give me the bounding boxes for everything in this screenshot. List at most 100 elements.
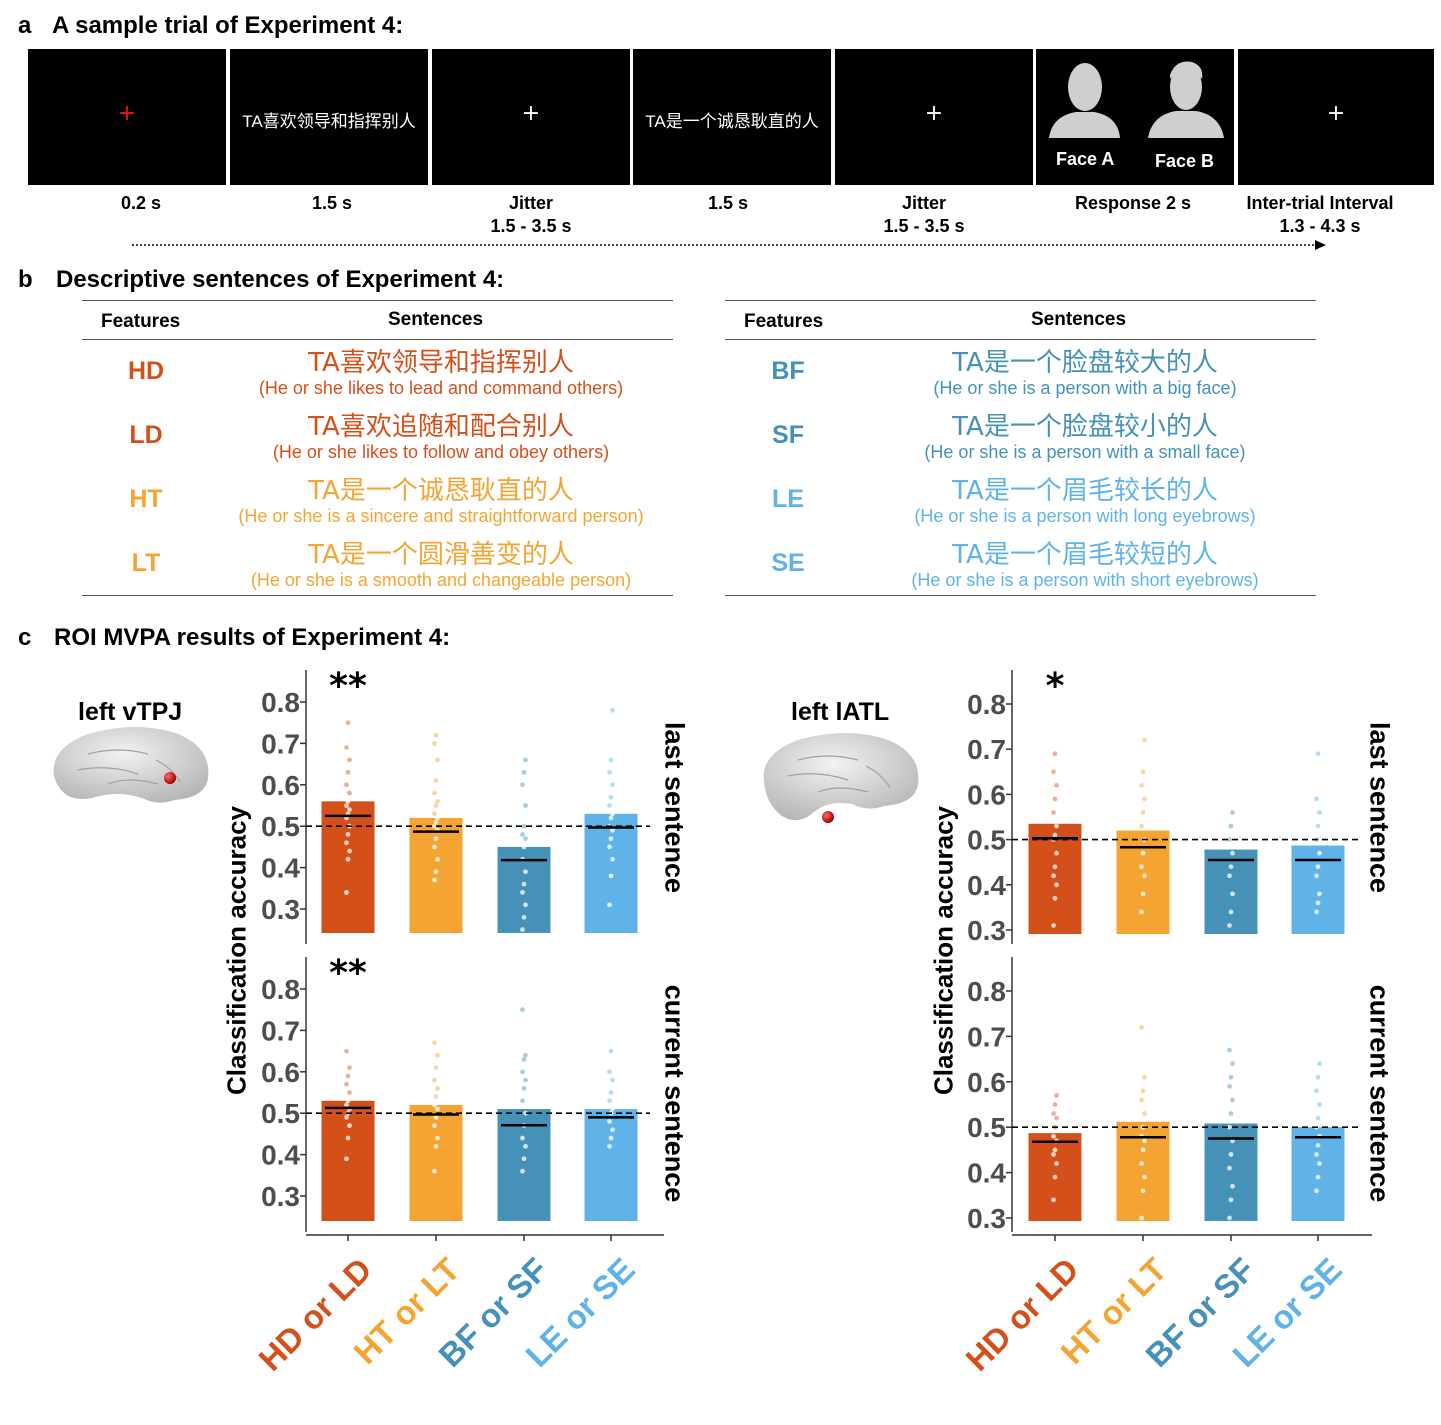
data-point (1139, 1024, 1144, 1030)
feature-code: HT (129, 485, 163, 513)
roi-label-vtpj: left vTPJ (78, 698, 183, 726)
y-tick-label: 0.5 (967, 1112, 1006, 1143)
trial-frame-2: TA喜欢领导和指挥别人 (230, 49, 428, 185)
table-rule (82, 595, 673, 596)
trial-frame-4: TA是一个诚恳耿直的人 (633, 49, 831, 185)
panel-c-letter: c (18, 624, 32, 651)
y-tick-label: 0.3 (967, 915, 1006, 946)
stimulus-sentence: TA喜欢领导和指挥别人 (242, 112, 416, 131)
data-point (1142, 1111, 1147, 1116)
data-point (607, 844, 612, 850)
data-point (1230, 1061, 1235, 1067)
table-rule (725, 595, 1316, 596)
data-point (1228, 1197, 1234, 1203)
face-silhouettes (1049, 61, 1224, 138)
timing-label: 0.2 s (120, 193, 162, 213)
data-point (433, 836, 439, 842)
data-point (1051, 1111, 1056, 1116)
data-point (1140, 769, 1146, 775)
feature-code: HD (127, 357, 165, 385)
data-point (1317, 1102, 1322, 1107)
data-point (1140, 1147, 1146, 1153)
data-point (607, 1143, 612, 1149)
data-point (608, 1135, 614, 1141)
face-b-icon (1148, 61, 1224, 138)
data-point (1315, 1174, 1321, 1180)
data-point (1054, 1093, 1059, 1098)
significance-stars: * (1046, 666, 1065, 707)
sentence-cell: TA是一个诚恳耿直的人 (He or she is a sincere and s… (238, 476, 644, 526)
data-point (1317, 810, 1322, 815)
data-point (520, 1168, 525, 1174)
data-point (520, 782, 525, 788)
data-point (1230, 891, 1235, 897)
panel-b-letter: b (18, 266, 33, 293)
data-point (1054, 1161, 1059, 1166)
y-tick-label: 0.4 (967, 1158, 1006, 1189)
data-point (521, 769, 527, 775)
data-point (1315, 1115, 1321, 1121)
significance-stars: ** (329, 666, 367, 707)
data-point (1142, 737, 1147, 743)
data-point (1314, 1152, 1319, 1157)
fixation-cross: + (924, 101, 944, 126)
data-point (1140, 810, 1146, 815)
data-point (1139, 1215, 1144, 1221)
sentence-cell: TA是一个圆滑善变的人 (He or she is a smooth and ch… (250, 540, 632, 590)
data-point (435, 856, 440, 862)
y-tick-label: 0.3 (261, 894, 300, 925)
data-point (523, 869, 528, 875)
data-point (435, 1052, 440, 1058)
data-point (521, 1056, 527, 1062)
data-point (1142, 1138, 1147, 1144)
fixation-cross: + (521, 101, 541, 126)
data-point (610, 1106, 615, 1112)
table-rule (82, 339, 673, 340)
data-point (1140, 1088, 1146, 1094)
feature-code: SF (772, 421, 804, 449)
data-point (521, 844, 527, 850)
data-point (1051, 873, 1056, 879)
face-a-icon (1049, 63, 1120, 138)
fixation-cross: + (1326, 101, 1346, 126)
data-point (347, 848, 352, 854)
trial-frame-7: + (1238, 49, 1434, 185)
sentence-cell: TA是一个眉毛较长的人 (He or she is a person with l… (914, 476, 1256, 526)
data-point (433, 732, 439, 738)
data-point (608, 1048, 614, 1054)
data-point (345, 856, 351, 862)
y-tick-label: 0.6 (967, 779, 1006, 810)
data-point (520, 832, 525, 837)
data-point (1317, 1161, 1322, 1166)
data-point (608, 873, 614, 879)
data-point (1315, 900, 1321, 906)
data-point (610, 707, 615, 713)
data-point (1051, 769, 1056, 775)
data-point (608, 836, 614, 842)
timing-label: Jitter 1.5 - 3.5 s (883, 193, 965, 236)
data-point (1140, 891, 1146, 897)
brain-latl-icon (763, 733, 919, 823)
data-point (1051, 810, 1056, 815)
y-tick-label: 0.7 (261, 1015, 300, 1046)
data-point (1052, 1147, 1058, 1153)
data-point (432, 1102, 437, 1108)
data-point (1227, 1083, 1232, 1089)
data-point (432, 823, 437, 829)
data-point (610, 782, 615, 788)
data-point (347, 1065, 352, 1071)
data-point (608, 1090, 614, 1095)
data-point (1054, 823, 1059, 829)
data-point (607, 1119, 612, 1124)
data-point (345, 1073, 351, 1079)
bar (321, 1100, 375, 1221)
feature-code: SE (771, 549, 805, 577)
data-point (347, 807, 352, 813)
y-tick-label: 0.4 (967, 870, 1006, 901)
sentence-cell: TA是一个脸盘较小的人 (He or she is a person with a… (924, 412, 1246, 462)
data-point (345, 1098, 351, 1104)
data-point (610, 827, 615, 833)
data-point (610, 811, 615, 817)
table-header-sentences: Sentences (1031, 309, 1127, 330)
y-tick-label: 0.8 (261, 687, 300, 718)
